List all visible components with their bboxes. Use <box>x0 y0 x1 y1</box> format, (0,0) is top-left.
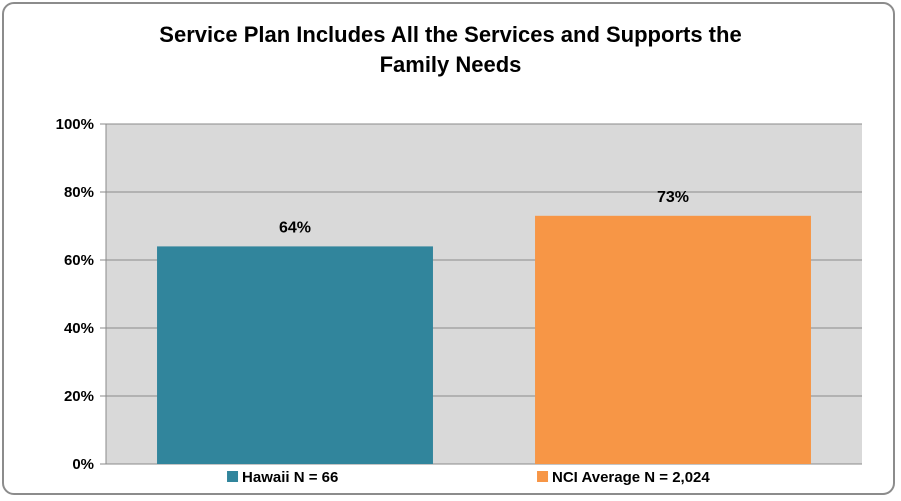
data-labels: 64% 73% <box>279 189 689 237</box>
chart-title-line-1: Service Plan Includes All the Services a… <box>159 22 742 47</box>
legend: Hawaii N = 66 NCI Average N = 2,024 <box>227 469 710 486</box>
y-axis: 0% 20% 40% 60% 80% 100% <box>56 116 107 473</box>
bars <box>157 215 811 464</box>
y-tick-label: 80% <box>64 184 94 201</box>
data-label: 73% <box>657 189 689 206</box>
bar <box>535 215 811 464</box>
y-tick-label: 60% <box>64 252 94 269</box>
legend-label: NCI Average N = 2,024 <box>552 469 710 486</box>
y-tick-label: 20% <box>64 388 94 405</box>
data-label: 64% <box>279 219 311 236</box>
y-tick-label: 0% <box>72 456 94 473</box>
bar <box>157 246 433 464</box>
legend-label: Hawaii N = 66 <box>242 469 338 486</box>
y-tick-label: 100% <box>56 116 94 133</box>
legend-swatch <box>227 471 239 482</box>
legend-swatch <box>537 471 549 482</box>
chart-title-line-2: Family Needs <box>379 52 522 77</box>
chart-title: Service Plan Includes All the Services a… <box>0 20 901 80</box>
y-tick-label: 40% <box>64 320 94 337</box>
